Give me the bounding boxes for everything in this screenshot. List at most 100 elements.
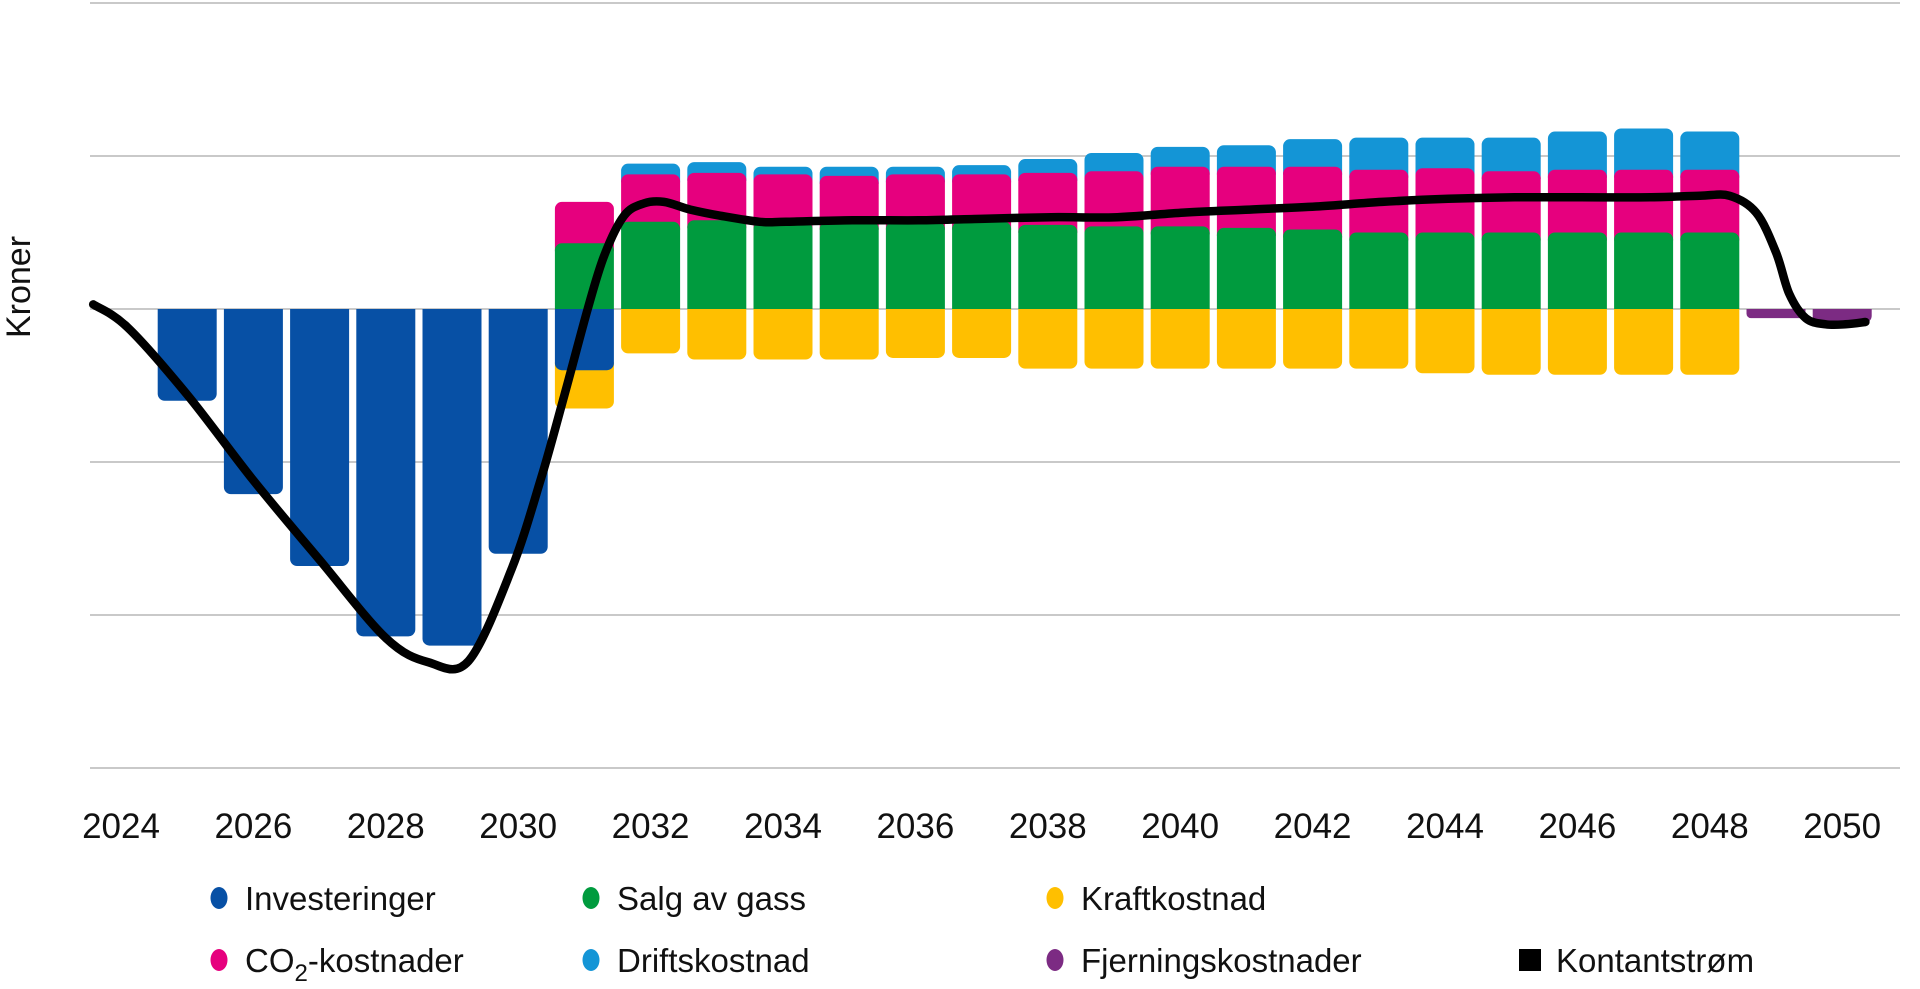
- bar-2044: [1415, 137, 1475, 374]
- bar-2028: [356, 309, 416, 637]
- bar-segment-co2-2040: [1150, 166, 1210, 235]
- bar-segment-kraft-2039: [1084, 309, 1144, 369]
- bar-segment-kraft-2036: [885, 309, 945, 358]
- bar-segment-kraft-2038: [1018, 309, 1078, 369]
- legend-item-fjerning: Fjerningskostnader: [1046, 942, 1362, 979]
- x-tick-2034: 2034: [744, 807, 822, 846]
- bar-2046: [1547, 131, 1607, 375]
- bar-segment-kraft-2048: [1680, 309, 1740, 375]
- legend-marker-investeringer-circle-icon: [210, 887, 228, 909]
- bar-2036: [885, 166, 945, 358]
- bar-series: [157, 128, 1872, 646]
- bar-2040: [1150, 146, 1210, 369]
- bar-segment-salg-2033: [687, 220, 747, 309]
- bar-segment-salg-2042: [1283, 229, 1343, 309]
- bar-segment-co2-2046: [1547, 169, 1607, 241]
- legend-label-kontantstrom: Kontantstrøm: [1556, 942, 1754, 979]
- bar-segment-drift-2043: [1349, 137, 1409, 178]
- bar-segment-kraft-2032: [621, 309, 681, 354]
- x-tick-2040: 2040: [1141, 807, 1219, 846]
- bar-segment-salg-2048: [1680, 232, 1740, 309]
- bar-segment-kraft-2034: [753, 309, 813, 360]
- legend-item-co2: CO2-kostnader: [210, 942, 464, 987]
- bar-segment-salg-2036: [885, 221, 945, 309]
- bar-segment-co2-2045: [1481, 171, 1541, 241]
- bar-2049: [1746, 309, 1806, 319]
- legend-marker-kontantstrom-square-icon: [1519, 949, 1541, 971]
- y-axis-title: Kroner: [0, 236, 38, 338]
- bar-segment-salg-2043: [1349, 232, 1409, 309]
- legend-label-kraft: Kraftkostnad: [1081, 880, 1266, 917]
- bar-segment-salg-2037: [952, 221, 1012, 309]
- bar-segment-salg-2040: [1150, 226, 1210, 309]
- bar-segment-kraft-2042: [1283, 309, 1343, 369]
- legend-label-drift: Driftskostnad: [617, 942, 810, 979]
- bar-segment-salg-2038: [1018, 224, 1078, 309]
- legend-label-salg: Salg av gass: [617, 880, 806, 917]
- bar-segment-kraft-2040: [1150, 309, 1210, 369]
- bar-2038: [1018, 159, 1078, 369]
- bar-segment-salg-2034: [753, 221, 813, 309]
- bar-segment-co2-2042: [1283, 166, 1343, 238]
- bar-2047: [1614, 128, 1674, 375]
- bar-2030: [488, 309, 548, 554]
- bar-segment-kraft-2046: [1547, 309, 1607, 375]
- bar-segment-salg-2047: [1614, 232, 1674, 309]
- bar-segment-salg-2035: [819, 221, 879, 309]
- bar-segment-kraft-2045: [1481, 309, 1541, 375]
- x-tick-2024: 2024: [82, 807, 160, 846]
- bar-segment-co2-2044: [1415, 168, 1475, 241]
- bar-segment-co2-2031: [554, 201, 614, 252]
- legend-item-drift: Driftskostnad: [582, 942, 810, 979]
- bar-segment-co2-2034: [753, 174, 813, 230]
- x-tick-2044: 2044: [1406, 807, 1484, 846]
- x-tick-2032: 2032: [612, 807, 690, 846]
- bar-2041: [1216, 145, 1276, 369]
- x-axis-labels: 2024 2026 2028 2030 2032 2034 2036 2038 2040 2042…: [82, 807, 1881, 846]
- bar-segment-drift-2048: [1680, 131, 1740, 178]
- x-tick-2042: 2042: [1274, 807, 1352, 846]
- bar-segment-salg-2045: [1481, 232, 1541, 309]
- legend-item-salg: Salg av gass: [582, 880, 806, 917]
- cashflow-line: [88, 190, 1870, 674]
- x-tick-2048: 2048: [1671, 807, 1749, 846]
- legend-item-kraft: Kraftkostnad: [1046, 880, 1266, 917]
- bar-segment-fjerning-2049: [1746, 309, 1806, 319]
- bar-2033: [687, 162, 747, 360]
- bar-2026: [223, 309, 283, 495]
- x-tick-2038: 2038: [1009, 807, 1087, 846]
- legend-marker-salg-circle-icon: [582, 887, 600, 909]
- legend-item-kontantstrom: Kontantstrøm: [1519, 942, 1754, 979]
- bar-2048: [1680, 131, 1740, 375]
- bar-segment-co2-2048: [1680, 169, 1740, 241]
- x-tick-2036: 2036: [876, 807, 954, 846]
- bar-segment-investeringer-2025: [157, 309, 217, 401]
- bar-segment-salg-2046: [1547, 232, 1607, 309]
- bar-segment-investeringer-2028: [356, 309, 416, 637]
- legend-marker-drift-circle-icon: [582, 949, 600, 971]
- bar-segment-salg-2039: [1084, 226, 1144, 309]
- legend-item-investeringer: Investeringer: [210, 880, 436, 917]
- bar-segment-co2-2038: [1018, 172, 1078, 233]
- bar-segment-co2-2039: [1084, 171, 1144, 235]
- x-tick-2028: 2028: [347, 807, 425, 846]
- bar-segment-drift-2046: [1547, 131, 1607, 178]
- bar-2027: [290, 309, 350, 567]
- legend: Investeringer Salg av gass Kraftkostnad CO2…: [210, 880, 1754, 987]
- bar-segment-kraft-2041: [1216, 309, 1276, 369]
- bar-2035: [819, 166, 879, 360]
- bar-2025: [157, 309, 217, 401]
- bar-segment-drift-2044: [1415, 137, 1475, 177]
- bar-2029: [422, 309, 482, 646]
- bar-segment-investeringer-2026: [223, 309, 283, 495]
- bar-2039: [1084, 152, 1144, 369]
- bar-segment-kraft-2035: [819, 309, 879, 360]
- bar-segment-salg-2032: [621, 221, 681, 309]
- x-tick-2050: 2050: [1803, 807, 1881, 846]
- bar-segment-co2-2041: [1216, 166, 1276, 236]
- bar-segment-co2-2047: [1614, 169, 1674, 241]
- bar-segment-kraft-2043: [1349, 309, 1409, 369]
- bar-2042: [1283, 139, 1343, 369]
